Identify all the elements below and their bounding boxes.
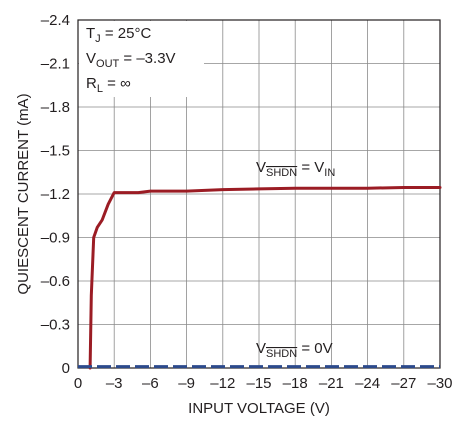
- y-tick-label: –1.2: [41, 186, 70, 203]
- y-tick-label: –0.9: [41, 230, 70, 247]
- series-label-vshdn-vin: VSHDN = VIN: [256, 159, 335, 179]
- x-tick-label: –24: [355, 375, 380, 392]
- y-tick-label: –1.8: [41, 99, 70, 116]
- x-tick-label: 0: [74, 375, 82, 392]
- x-tick-label: –18: [283, 375, 308, 392]
- x-tick-label: –3: [106, 375, 123, 392]
- y-axis-label: QUIESCENT CURRENT (mA): [15, 93, 32, 294]
- series-label-vshdn-0v: VSHDN = 0V: [256, 340, 333, 360]
- x-tick-label: –12: [210, 375, 235, 392]
- x-tick-labels: 0 –3 –6 –9 –12 –15 –18 –21 –24 –27 –30: [74, 375, 453, 392]
- condition-vout: VOUT = –3.3V: [86, 50, 176, 70]
- y-tick-label: –2.4: [41, 12, 70, 29]
- x-tick-label: –27: [391, 375, 416, 392]
- series-lines: [78, 186, 442, 370]
- x-axis-label: INPUT VOLTAGE (V): [188, 400, 330, 417]
- x-tick-label: –15: [246, 375, 271, 392]
- y-tick-label: –1.5: [41, 143, 70, 160]
- grid: [78, 20, 440, 368]
- y-tick-label: 0: [62, 360, 70, 377]
- condition-tj: TJ = 25°C: [86, 25, 151, 45]
- x-tick-label: –21: [319, 375, 344, 392]
- conditions-box: [79, 21, 204, 97]
- x-tick-label: –9: [178, 375, 195, 392]
- x-tick-label: –30: [427, 375, 452, 392]
- series-line-vshdn-vin: [88, 186, 442, 370]
- y-tick-label: –0.3: [41, 317, 70, 334]
- y-tick-labels: 0 –0.3 –0.6 –0.9 –1.2 –1.5 –1.8 –2.1 –2.4: [41, 12, 70, 377]
- x-tick-label: –6: [142, 375, 159, 392]
- y-tick-label: –2.1: [41, 56, 70, 73]
- y-tick-label: –0.6: [41, 273, 70, 290]
- condition-rl: RL = ∞: [86, 75, 131, 95]
